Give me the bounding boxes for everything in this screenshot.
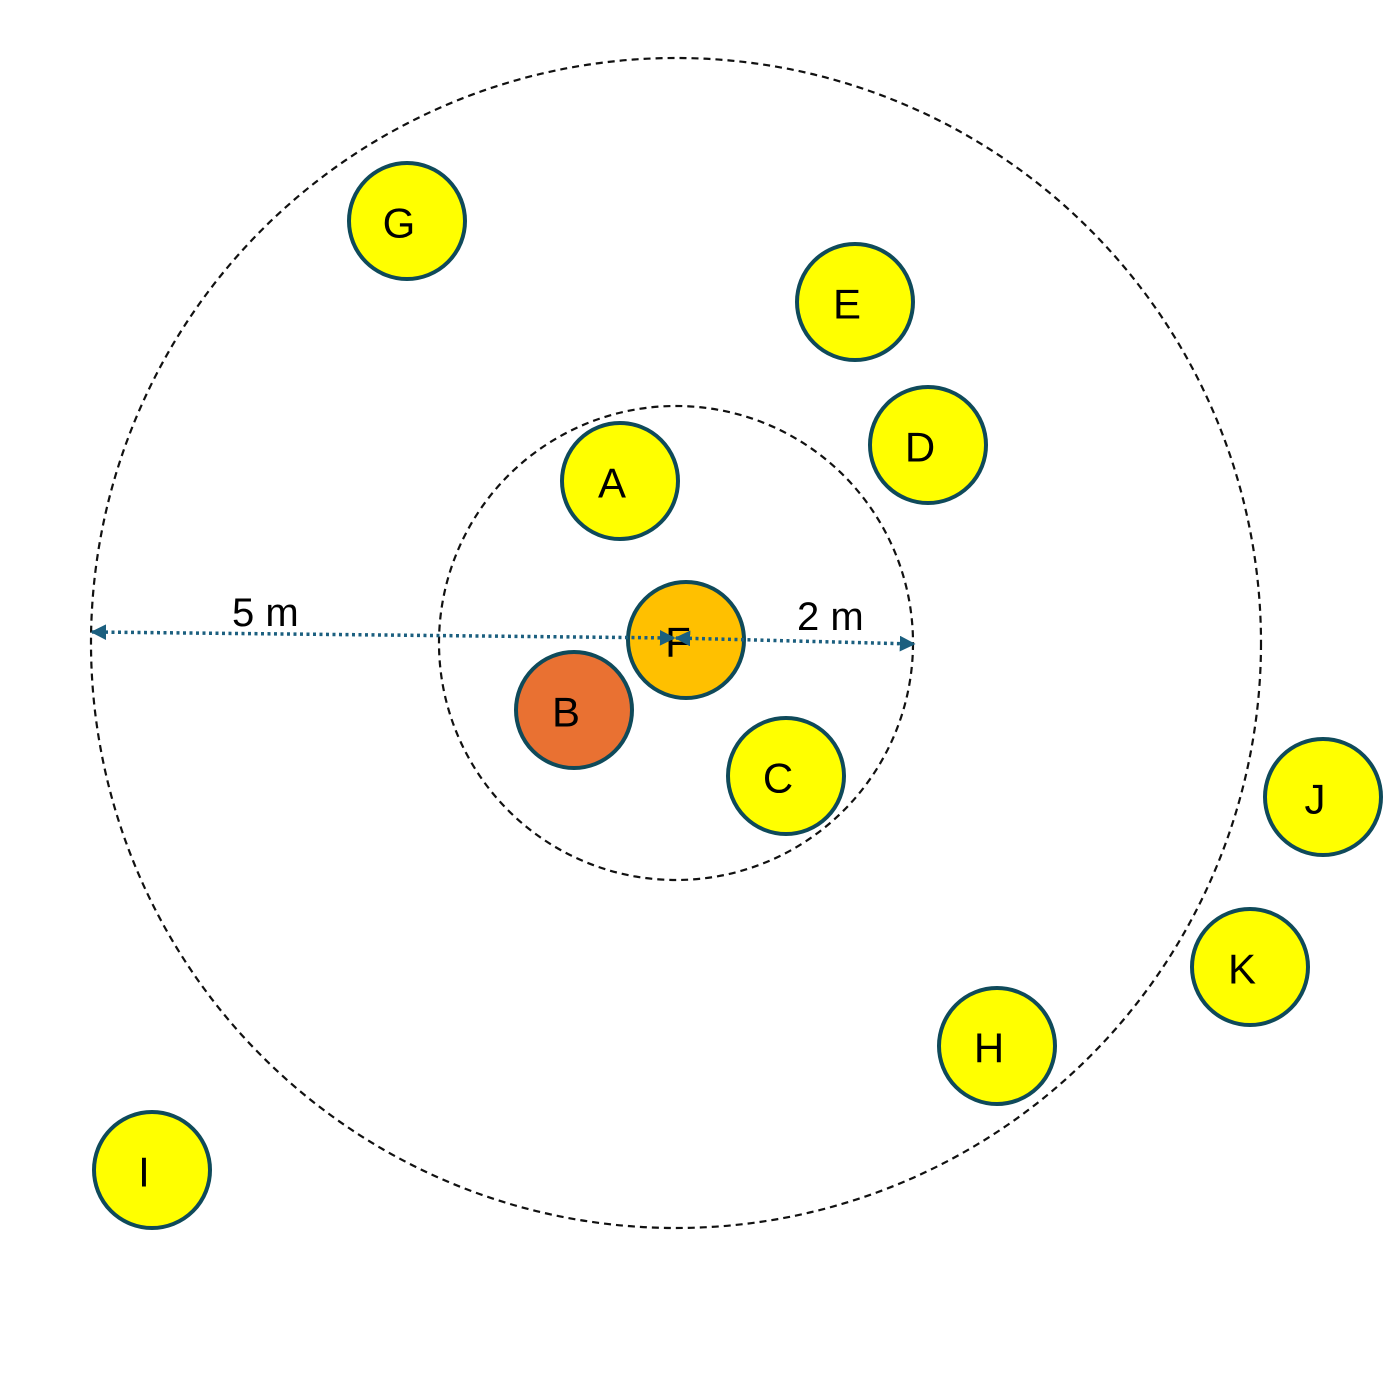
node-b: B xyxy=(514,650,634,770)
node-c: C xyxy=(726,716,846,836)
node-label: G xyxy=(383,200,416,247)
node-label: F xyxy=(665,619,691,666)
node-f: F xyxy=(626,580,746,700)
node-circle xyxy=(1190,907,1310,1027)
inner-radius-dimension-arrow xyxy=(674,630,916,652)
node-label: J xyxy=(1305,776,1326,823)
node-circle xyxy=(795,242,915,362)
node-label: H xyxy=(974,1025,1004,1072)
node-circle xyxy=(560,421,680,541)
node-i: I xyxy=(92,1110,212,1230)
node-label: I xyxy=(138,1149,150,1196)
node-label: C xyxy=(763,755,793,802)
node-label: A xyxy=(598,460,626,507)
node-j: J xyxy=(1263,737,1383,857)
node-label: E xyxy=(833,281,861,328)
node-label: B xyxy=(552,689,580,736)
inner-radius-label: 2 m xyxy=(797,595,864,639)
node-circle xyxy=(726,716,846,836)
node-circle xyxy=(514,650,634,770)
outer-radius-dimension-arrow xyxy=(90,624,676,646)
node-h: H xyxy=(937,986,1057,1106)
node-a: A xyxy=(560,421,680,541)
node-label: D xyxy=(905,424,935,471)
node-e: E xyxy=(795,242,915,362)
node-g: G xyxy=(347,161,467,281)
outer-radius-label: 5 m xyxy=(232,591,299,635)
nodes-layer: A B C D E F G H I J K xyxy=(92,161,1383,1230)
node-label: K xyxy=(1228,946,1256,993)
node-circle xyxy=(92,1110,212,1230)
node-circle xyxy=(868,385,988,505)
node-k: K xyxy=(1190,907,1310,1027)
node-circle xyxy=(347,161,467,281)
node-d: D xyxy=(868,385,988,505)
node-circle xyxy=(937,986,1057,1106)
node-circle xyxy=(1263,737,1383,857)
